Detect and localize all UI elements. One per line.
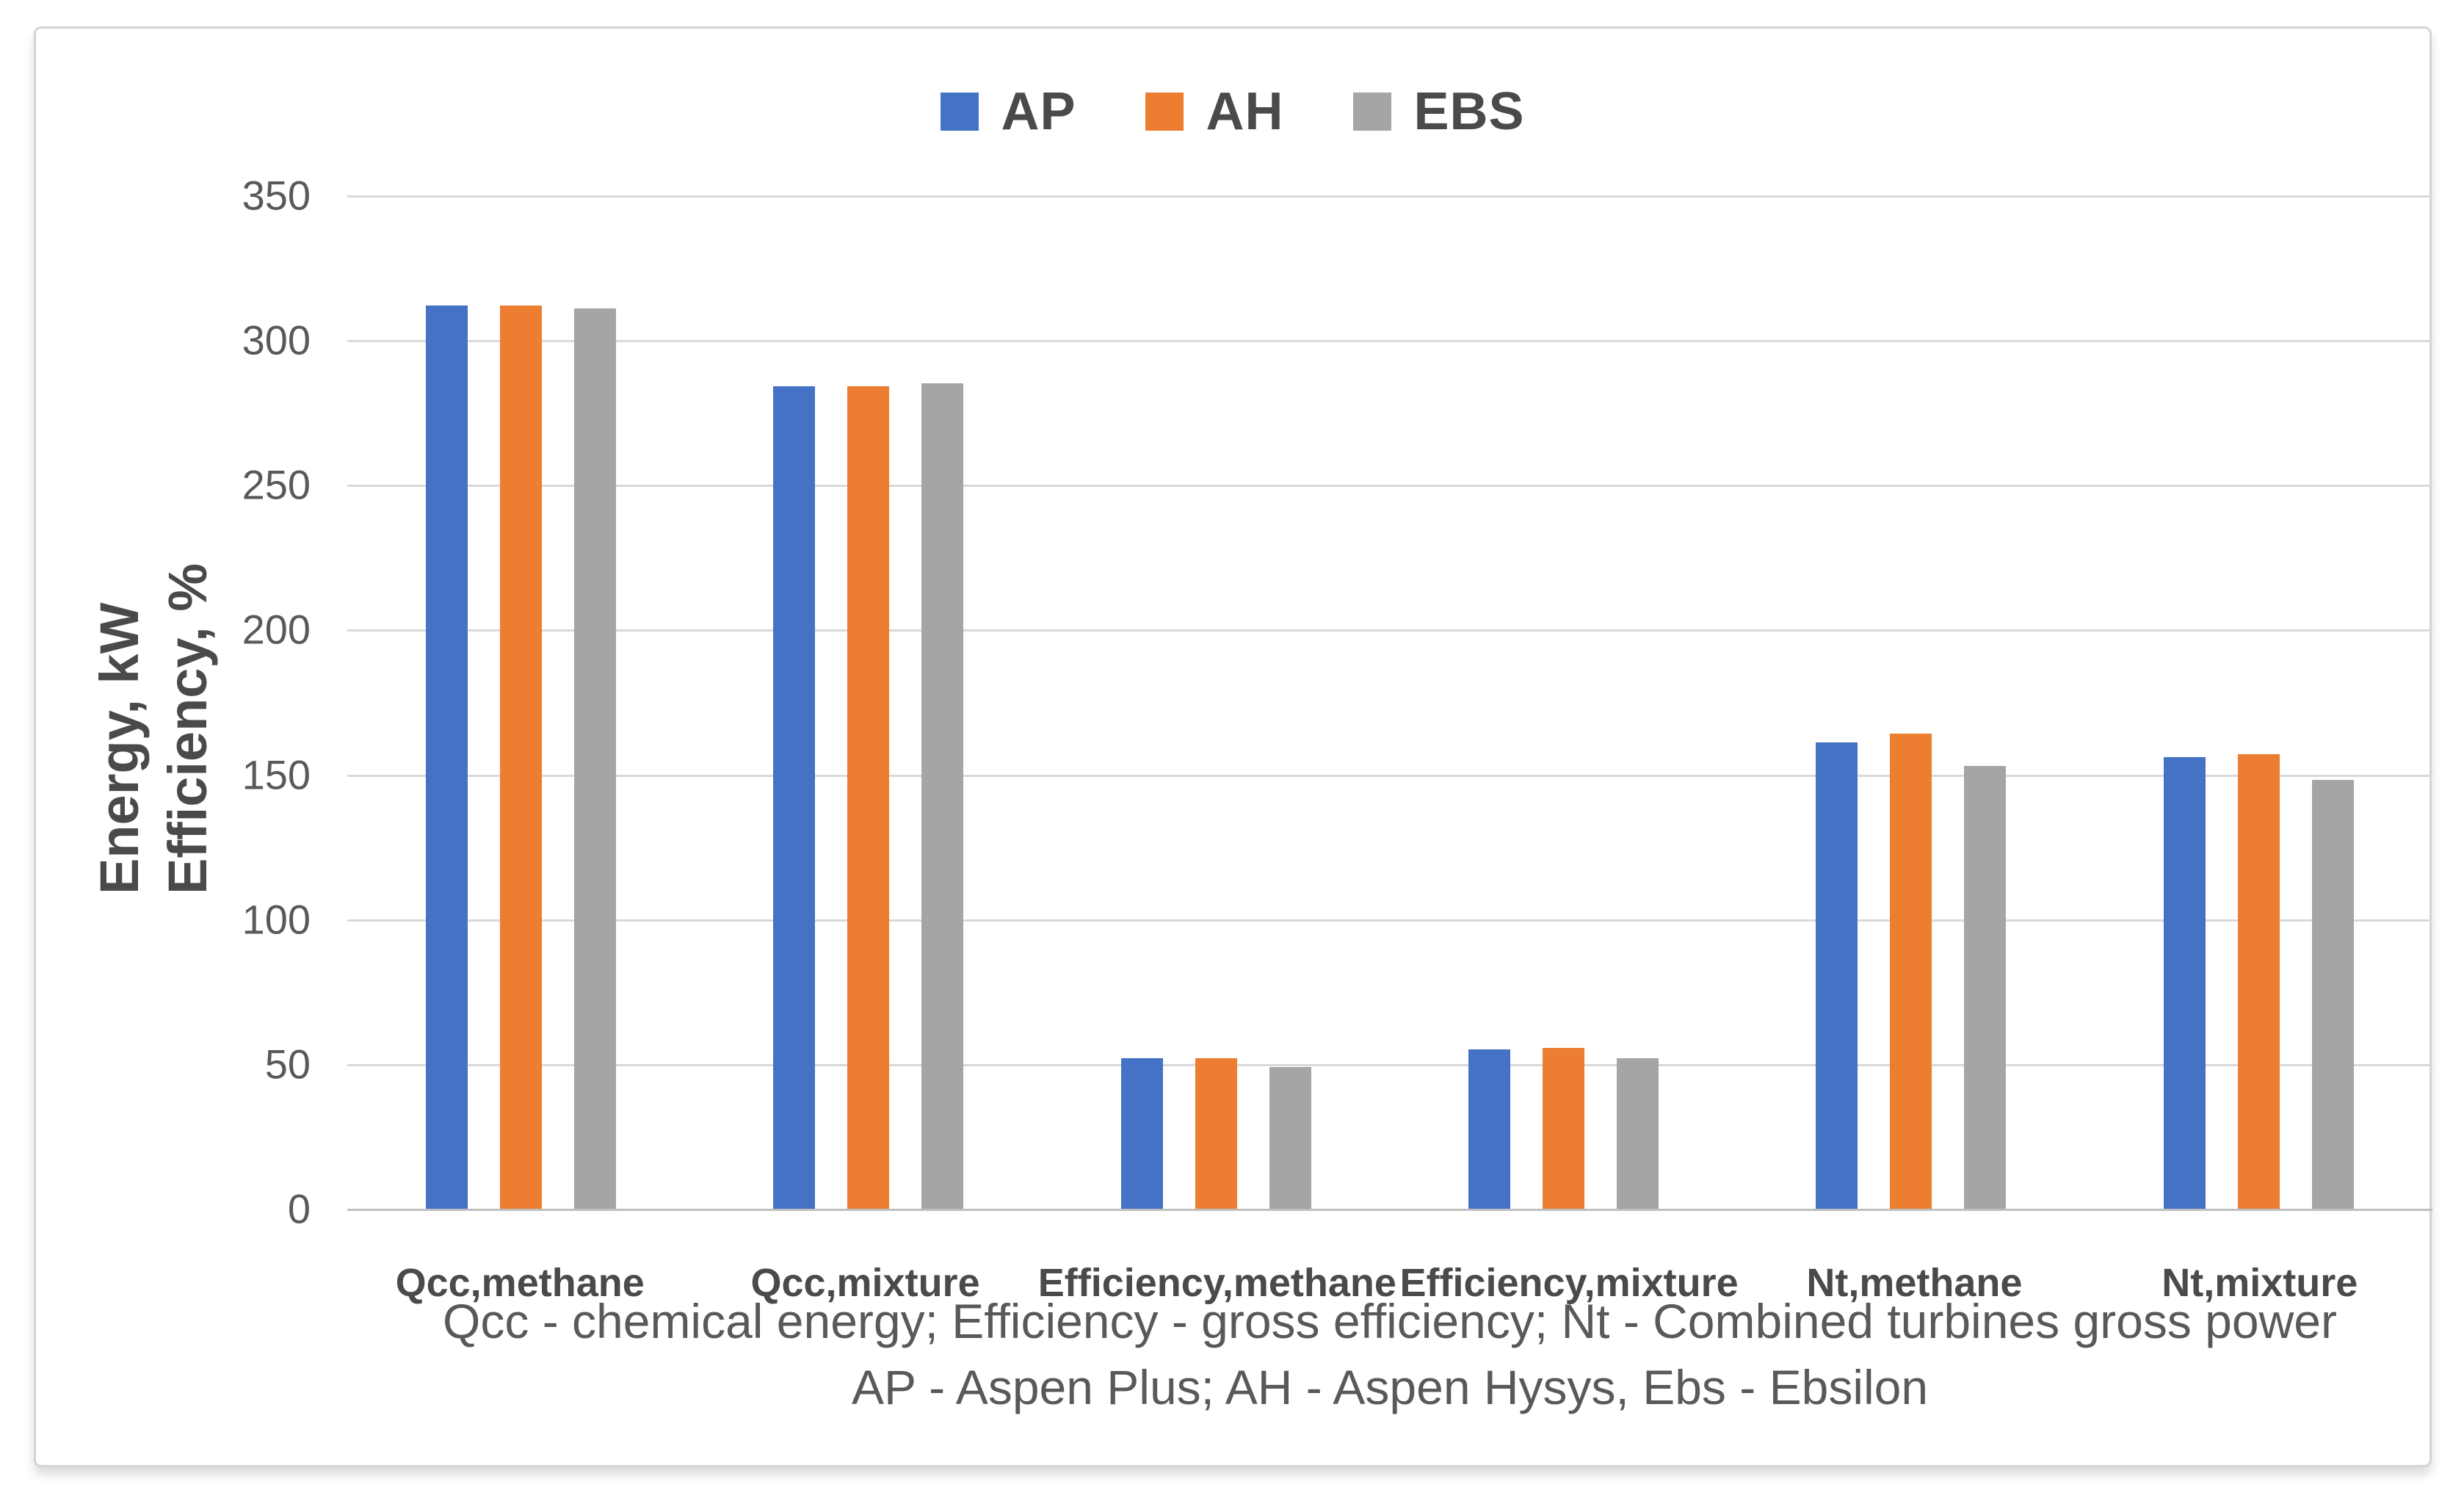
bar-AH-Nt,mixture [2237,753,2280,1209]
bar-AH-Nt,methane [1890,734,1932,1209]
bar-group-Efficiency,mixture [1390,195,1737,1209]
gridline-350 [347,195,2432,198]
bar-EBS-Qcc,methane [574,308,617,1209]
legend: AP AH EBS [36,82,2429,142]
legend-item-AH: AH [1145,82,1283,142]
y-tick-label-0: 0 [287,1185,311,1232]
category-label-Nt,methane: Nt,methane [1806,1261,2023,1305]
legend-swatch-EBS [1353,93,1392,131]
plot-area: 350 300 250 200 150 100 50 0 [242,173,2432,1232]
bar-EBS-Efficiency,mixture [1617,1057,1659,1209]
bar-AH-Efficiency,methane [1195,1057,1237,1209]
legend-label-EBS: EBS [1413,82,1525,141]
gridline-200 [347,629,2432,632]
bar-AP-Efficiency,mixture [1468,1049,1511,1209]
bar-AP-Nt,methane [1816,742,1858,1209]
bar-groups-layer [347,195,2432,1209]
bar-EBS-Qcc,mixture [921,383,964,1209]
chart-frame: AP AH EBS Energy, kW Efficiency, % 350 300 25… [34,26,2432,1467]
bar-group-Nt,mixture [2085,195,2432,1209]
bar-AH-Qcc,mixture [847,386,890,1209]
legend-label-AH: AH [1206,82,1284,141]
bar-AH-Efficiency,mixture [1543,1048,1585,1209]
gridline-50 [347,1063,2432,1066]
bar-AP-Nt,mixture [2163,756,2206,1209]
bar-EBS-Efficiency,methane [1269,1066,1311,1209]
bar-EBS-Nt,mixture [2311,780,2354,1209]
bar-AP-Efficiency,methane [1120,1057,1163,1209]
legend-swatch-AP [941,93,979,131]
bar-AP-Qcc,methane [426,305,468,1209]
bar-group-Qcc,mixture [695,195,1042,1209]
y-tick-label-250: 250 [242,461,311,508]
bar-group-Efficiency,methane [1043,195,1390,1209]
y-tick-label-200: 200 [242,606,311,653]
x-axis-baseline [347,1209,2432,1211]
gridline-300 [347,340,2432,343]
bar-AH-Qcc,methane [500,305,543,1209]
bar-EBS-Nt,methane [1964,765,2007,1209]
gridline-250 [347,485,2432,488]
gridline-100 [347,919,2432,922]
category-label-Efficiency,mixture: Efficiency,mixture [1399,1261,1739,1305]
bar-group-Qcc,methane [347,195,695,1209]
gridline-150 [347,774,2432,777]
y-tick-label-150: 150 [242,751,311,798]
x-axis-category-labels: Qcc,methane Qcc,mixture Efficiency,methane… [347,1237,2432,1306]
category-label-Efficiency,methane: Efficiency,methane [1037,1261,1396,1305]
legend-item-EBS: EBS [1353,82,1524,142]
legend-item-AP: AP [941,82,1076,142]
legend-label-AP: AP [1001,82,1076,141]
bar-group-Nt,methane [1737,195,2084,1209]
category-label-Qcc,mixture: Qcc,mixture [750,1261,980,1305]
footnote-line-1: Qcc - chemical energy; Efficiency - gros… [443,1294,2337,1348]
y-tick-label-300: 300 [242,317,311,364]
legend-swatch-AH [1145,93,1184,131]
y-tick-label-100: 100 [242,896,311,943]
category-label-Qcc,methane: Qcc,methane [395,1261,645,1305]
bar-AP-Qcc,mixture [773,386,816,1209]
category-label-Nt,mixture: Nt,mixture [2162,1261,2358,1305]
y-tick-label-50: 50 [264,1041,311,1088]
y-tick-label-350: 350 [242,172,311,219]
footnote-line-2: AP - Aspen Plus; AH - Aspen Hysys, Ebs -… [851,1360,1929,1414]
